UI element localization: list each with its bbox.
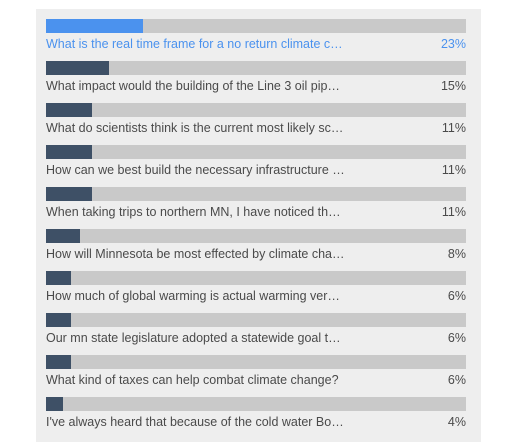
- poll-option[interactable]: I've always heard that because of the co…: [46, 387, 466, 429]
- option-label: What is the real time frame for a no ret…: [46, 37, 343, 51]
- poll-option[interactable]: How can we best build the necessary infr…: [46, 135, 466, 177]
- option-label: I've always heard that because of the co…: [46, 415, 344, 429]
- option-percent: 11%: [441, 163, 466, 177]
- result-bar-fill: [46, 61, 109, 75]
- result-bar-fill: [46, 103, 93, 117]
- result-bar-track: [46, 397, 466, 411]
- option-label: What impact would the building of the Li…: [46, 79, 340, 93]
- poll-option[interactable]: What do scientists think is the current …: [46, 93, 466, 135]
- poll-option[interactable]: How much of global warming is actual war…: [46, 261, 466, 303]
- result-bar-fill: [46, 397, 63, 411]
- option-label: What kind of taxes can help combat clima…: [46, 373, 339, 387]
- option-percent: 6%: [447, 331, 466, 345]
- option-percent: 8%: [447, 247, 466, 261]
- result-bar-fill: [46, 145, 93, 159]
- option-label: How much of global warming is actual war…: [46, 289, 340, 303]
- poll-option[interactable]: What impact would the building of the Li…: [46, 51, 466, 93]
- poll-option[interactable]: What kind of taxes can help combat clima…: [46, 345, 466, 387]
- result-bar-track: [46, 187, 466, 201]
- option-percent: 11%: [441, 205, 466, 219]
- poll-option[interactable]: When taking trips to northern MN, I have…: [46, 177, 466, 219]
- result-bar-track: [46, 229, 466, 243]
- result-bar-track: [46, 355, 466, 369]
- result-bar-fill: [46, 229, 80, 243]
- poll-option[interactable]: What is the real time frame for a no ret…: [46, 9, 466, 51]
- result-bar-track: [46, 145, 466, 159]
- result-bar-fill: [46, 187, 93, 201]
- option-label: How can we best build the necessary infr…: [46, 163, 345, 177]
- poll-option[interactable]: Our mn state legislature adopted a state…: [46, 303, 466, 345]
- result-bar-track: [46, 313, 466, 327]
- result-bar-fill: [46, 313, 72, 327]
- option-percent: 4%: [447, 415, 466, 429]
- option-percent: 6%: [447, 373, 466, 387]
- poll-results-panel: What is the real time frame for a no ret…: [36, 9, 481, 442]
- option-label: How will Minnesota be most effected by c…: [46, 247, 345, 261]
- result-bar-track: [46, 61, 466, 75]
- option-label: Our mn state legislature adopted a state…: [46, 331, 341, 345]
- result-bar-fill: [46, 19, 143, 33]
- result-bar-track: [46, 19, 466, 33]
- option-percent: 23%: [440, 37, 466, 51]
- result-bar-track: [46, 271, 466, 285]
- poll-option[interactable]: How will Minnesota be most effected by c…: [46, 219, 466, 261]
- result-bar-fill: [46, 355, 72, 369]
- option-percent: 15%: [440, 79, 466, 93]
- option-percent: 6%: [447, 289, 466, 303]
- result-bar-fill: [46, 271, 72, 285]
- option-percent: 11%: [441, 121, 466, 135]
- option-label: When taking trips to northern MN, I have…: [46, 205, 341, 219]
- option-label: What do scientists think is the current …: [46, 121, 344, 135]
- result-bar-track: [46, 103, 466, 117]
